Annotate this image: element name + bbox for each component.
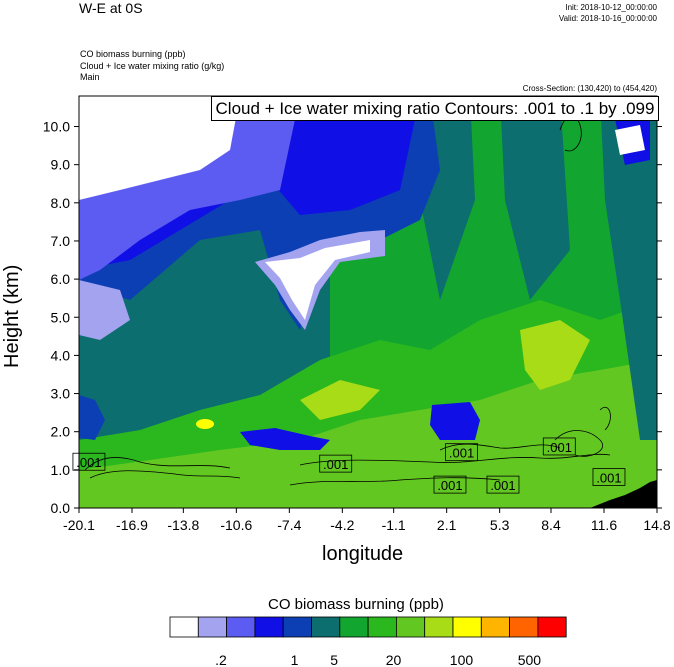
svg-text:.001: .001 — [76, 455, 101, 470]
colorbar-swatch — [537, 616, 567, 638]
field-co-label: CO biomass burning (ppb) — [80, 49, 186, 59]
x-tick-label: 14.8 — [643, 517, 670, 533]
colorbar-swatch — [311, 616, 341, 638]
y-tick-label: 3.0 — [51, 386, 71, 402]
colorbar-swatch — [452, 616, 482, 638]
contour-label: .001 — [72, 452, 106, 471]
colorbar-swatch — [254, 616, 284, 638]
svg-text:.001: .001 — [437, 478, 462, 493]
contour-label: .001 — [592, 468, 626, 486]
colorbar-label: 20 — [386, 652, 402, 667]
y-tick-label: 0.0 — [51, 500, 71, 516]
y-tick-label: 2.0 — [51, 424, 71, 440]
x-tick-label: -16.9 — [116, 517, 148, 533]
contour-label: .001 — [486, 475, 520, 494]
colorbar-swatch — [424, 616, 454, 638]
x-tick-label: 5.3 — [490, 517, 510, 533]
colorbar-label: .2 — [215, 652, 227, 667]
colorbar-swatch — [282, 616, 312, 638]
svg-text:.001: .001 — [547, 440, 572, 455]
plot-title: W-E at 0S — [79, 0, 143, 16]
colorbar-swatch — [480, 616, 510, 638]
colorbar: .2 1 5 20 100 500 — [169, 616, 567, 667]
svg-text:.001: .001 — [490, 478, 515, 493]
init-time: Init: 2018-10-12_00:00:00 — [565, 3, 657, 12]
cross-section-label: Cross-Section: (130,420) to (454,420) — [522, 84, 657, 93]
x-tick-label: 2.1 — [437, 517, 457, 533]
colorbar-label: 5 — [330, 652, 338, 667]
colorbar-swatch — [367, 616, 397, 638]
x-tick-label: 8.4 — [541, 517, 561, 533]
colorbar-swatch — [226, 616, 256, 638]
colorbar-label: 500 — [518, 652, 542, 667]
heatmap-field — [79, 96, 657, 508]
y-tick-label: 6.0 — [51, 271, 71, 287]
x-tick-label: -4.2 — [330, 517, 354, 533]
contour-label: .001 — [433, 475, 467, 494]
x-axis-label: longitude — [322, 543, 404, 565]
colorbar-label: 1 — [291, 652, 299, 667]
y-tick-label: 8.0 — [51, 195, 71, 211]
y-tick-label: 9.0 — [51, 157, 71, 173]
contour-labels: .001 .001 .001 .001 .001 .001 .001 — [72, 437, 626, 494]
valid-time: Valid: 2018-10-16_00:00:00 — [558, 14, 657, 23]
contour-label: .001 — [445, 443, 478, 462]
colorbar-swatch — [169, 616, 199, 638]
contour-label: .001 — [319, 454, 353, 473]
x-tick-label: -7.4 — [277, 517, 301, 533]
svg-text:.001: .001 — [449, 446, 474, 461]
y-tick-label: 4.0 — [51, 347, 71, 363]
y-tick-label: 1.0 — [51, 462, 71, 478]
y-tick-label: 7.0 — [51, 233, 71, 249]
x-tick-label: -20.1 — [63, 517, 95, 533]
y-tick-label: 10.0 — [43, 119, 70, 135]
colorbar-swatch — [509, 616, 539, 638]
colorbar-label: 100 — [450, 652, 474, 667]
axis-ticks: -20.1 -16.9 -13.8 -10.6 -7.4 -4.2 -1.1 2.1 5.3 8.… — [43, 119, 671, 533]
field-domain-label: Main — [80, 72, 100, 82]
colorbar-swatch — [339, 616, 369, 638]
colorbar-swatch — [395, 616, 426, 638]
colorbar-swatch — [197, 616, 228, 638]
contour-label: .001 — [542, 437, 576, 456]
x-tick-label: 11.6 — [591, 517, 617, 533]
svg-text:.001: .001 — [596, 470, 621, 485]
field-cloud-label: Cloud + Ice water mixing ratio (g/kg) — [80, 61, 225, 71]
y-axis-label: Height (km) — [1, 264, 23, 368]
x-tick-label: -13.8 — [167, 517, 199, 533]
contour-info-box: Cloud + Ice water mixing ratio Contours:… — [211, 96, 659, 121]
svg-text:.001: .001 — [323, 457, 348, 472]
colorbar-title: CO biomass burning (ppb) — [268, 596, 444, 613]
x-tick-label: -1.1 — [382, 517, 406, 533]
y-tick-label: 5.0 — [51, 309, 71, 325]
x-tick-label: -10.6 — [220, 517, 252, 533]
